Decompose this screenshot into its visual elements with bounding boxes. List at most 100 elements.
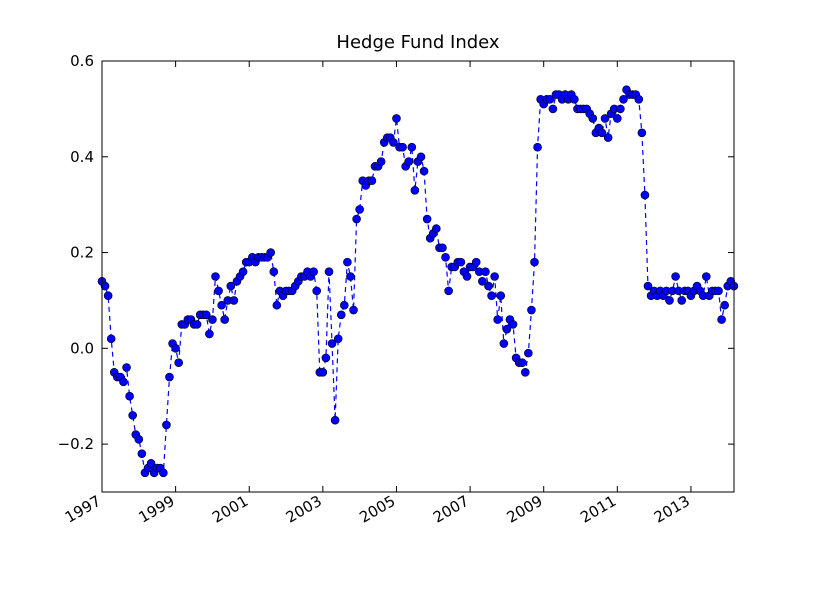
data-point [490,272,499,281]
y-tick-label: 0.0 [70,339,94,357]
data-point [517,358,527,368]
data-point [613,114,622,123]
data-point [355,205,364,214]
data-point [100,281,110,291]
data-point [419,166,429,176]
data-point [404,157,414,166]
data-point [128,411,137,420]
data-point [502,324,512,334]
plot-frame [101,60,735,493]
data-point [146,458,156,468]
data-point [600,114,610,123]
data-point [677,296,687,305]
data-point [714,286,723,296]
data-point [407,142,417,152]
data-point [462,272,472,281]
data-point [272,300,282,310]
data-point [441,253,450,262]
y-tick-label: 0.2 [70,244,94,262]
data-point [162,420,171,430]
data-point [527,305,536,315]
data-point [508,320,518,329]
data-point [137,449,147,458]
data-point [634,95,644,104]
data-point [637,128,647,138]
data-point [487,291,496,300]
data-point [119,377,128,387]
y-tick-label: 0.6 [70,52,94,70]
data-point [318,367,328,377]
data-point [720,300,729,310]
data-point [165,372,174,382]
chart-title: Hedge Fund Index [336,32,499,53]
data-point [643,281,653,291]
data-point [717,315,726,324]
data-point [238,267,248,277]
data-point [665,296,674,305]
data-point [444,286,453,296]
data-point [321,353,331,363]
data-point [220,315,229,324]
data-point [324,267,334,277]
data-point [701,272,711,281]
data-point [471,257,481,267]
data-point [432,224,441,233]
data-point [327,339,337,348]
data-point [410,186,420,195]
data-point [367,176,377,186]
data-point [312,286,322,296]
data-point [226,281,236,291]
data-point [208,315,217,324]
data-point [214,286,223,296]
data-point [159,468,168,478]
data-point [530,257,539,267]
data-point [570,95,579,104]
y-tick-label: 0.4 [70,148,94,166]
data-point [616,104,625,114]
data-point [398,142,407,152]
data-point [524,348,533,358]
data-point [520,367,530,377]
data-point [484,281,493,291]
data-point [640,190,650,200]
data-point [217,300,226,310]
data-point [481,267,490,277]
data-point [103,291,113,300]
data-point [201,310,211,320]
data-point [330,415,340,425]
data-point [603,133,613,142]
data-point [352,214,361,224]
data-point [309,267,318,277]
data-point [269,267,279,277]
data-point [343,257,352,267]
data-point [171,344,180,353]
data-point [392,114,401,123]
data-point [496,291,506,300]
data-point [548,104,558,114]
data-point [125,391,134,401]
data-point [336,310,346,320]
data-point [597,128,607,138]
data-point [266,248,275,257]
data-point [456,257,466,267]
data-point [333,334,343,344]
data-point [533,142,542,152]
data-point [349,305,358,315]
data-point [340,300,349,310]
data-point [122,363,131,372]
data-point [545,95,555,104]
data-point [106,334,116,344]
data-point [211,272,220,281]
data-point [229,296,239,305]
data-point [205,329,214,339]
data-point [478,276,487,286]
data-point [619,95,628,104]
data-point [499,339,509,348]
y-tick-label: −0.2 [58,435,94,453]
data-point [134,435,144,444]
data-point [493,315,502,324]
data-line [101,88,735,475]
